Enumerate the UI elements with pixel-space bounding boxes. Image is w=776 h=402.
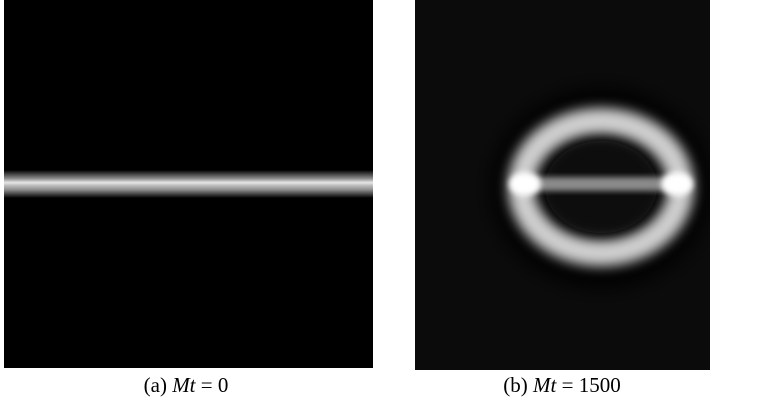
caption-value: = 1500	[562, 373, 621, 397]
caption-label: (b)	[503, 373, 528, 397]
caption-value: = 0	[201, 373, 229, 397]
figure: (a) Mt = 0 (b) Mt = 1500	[0, 0, 776, 402]
caption-label: (a)	[144, 373, 167, 397]
panel-a-image	[4, 0, 373, 368]
caption-b: (b) Mt = 1500	[503, 373, 620, 397]
caption-a: (a) Mt = 0	[144, 373, 229, 397]
panel-b-image	[415, 0, 710, 370]
caption-variable: Mt	[532, 373, 557, 397]
caption-variable: Mt	[171, 373, 196, 397]
